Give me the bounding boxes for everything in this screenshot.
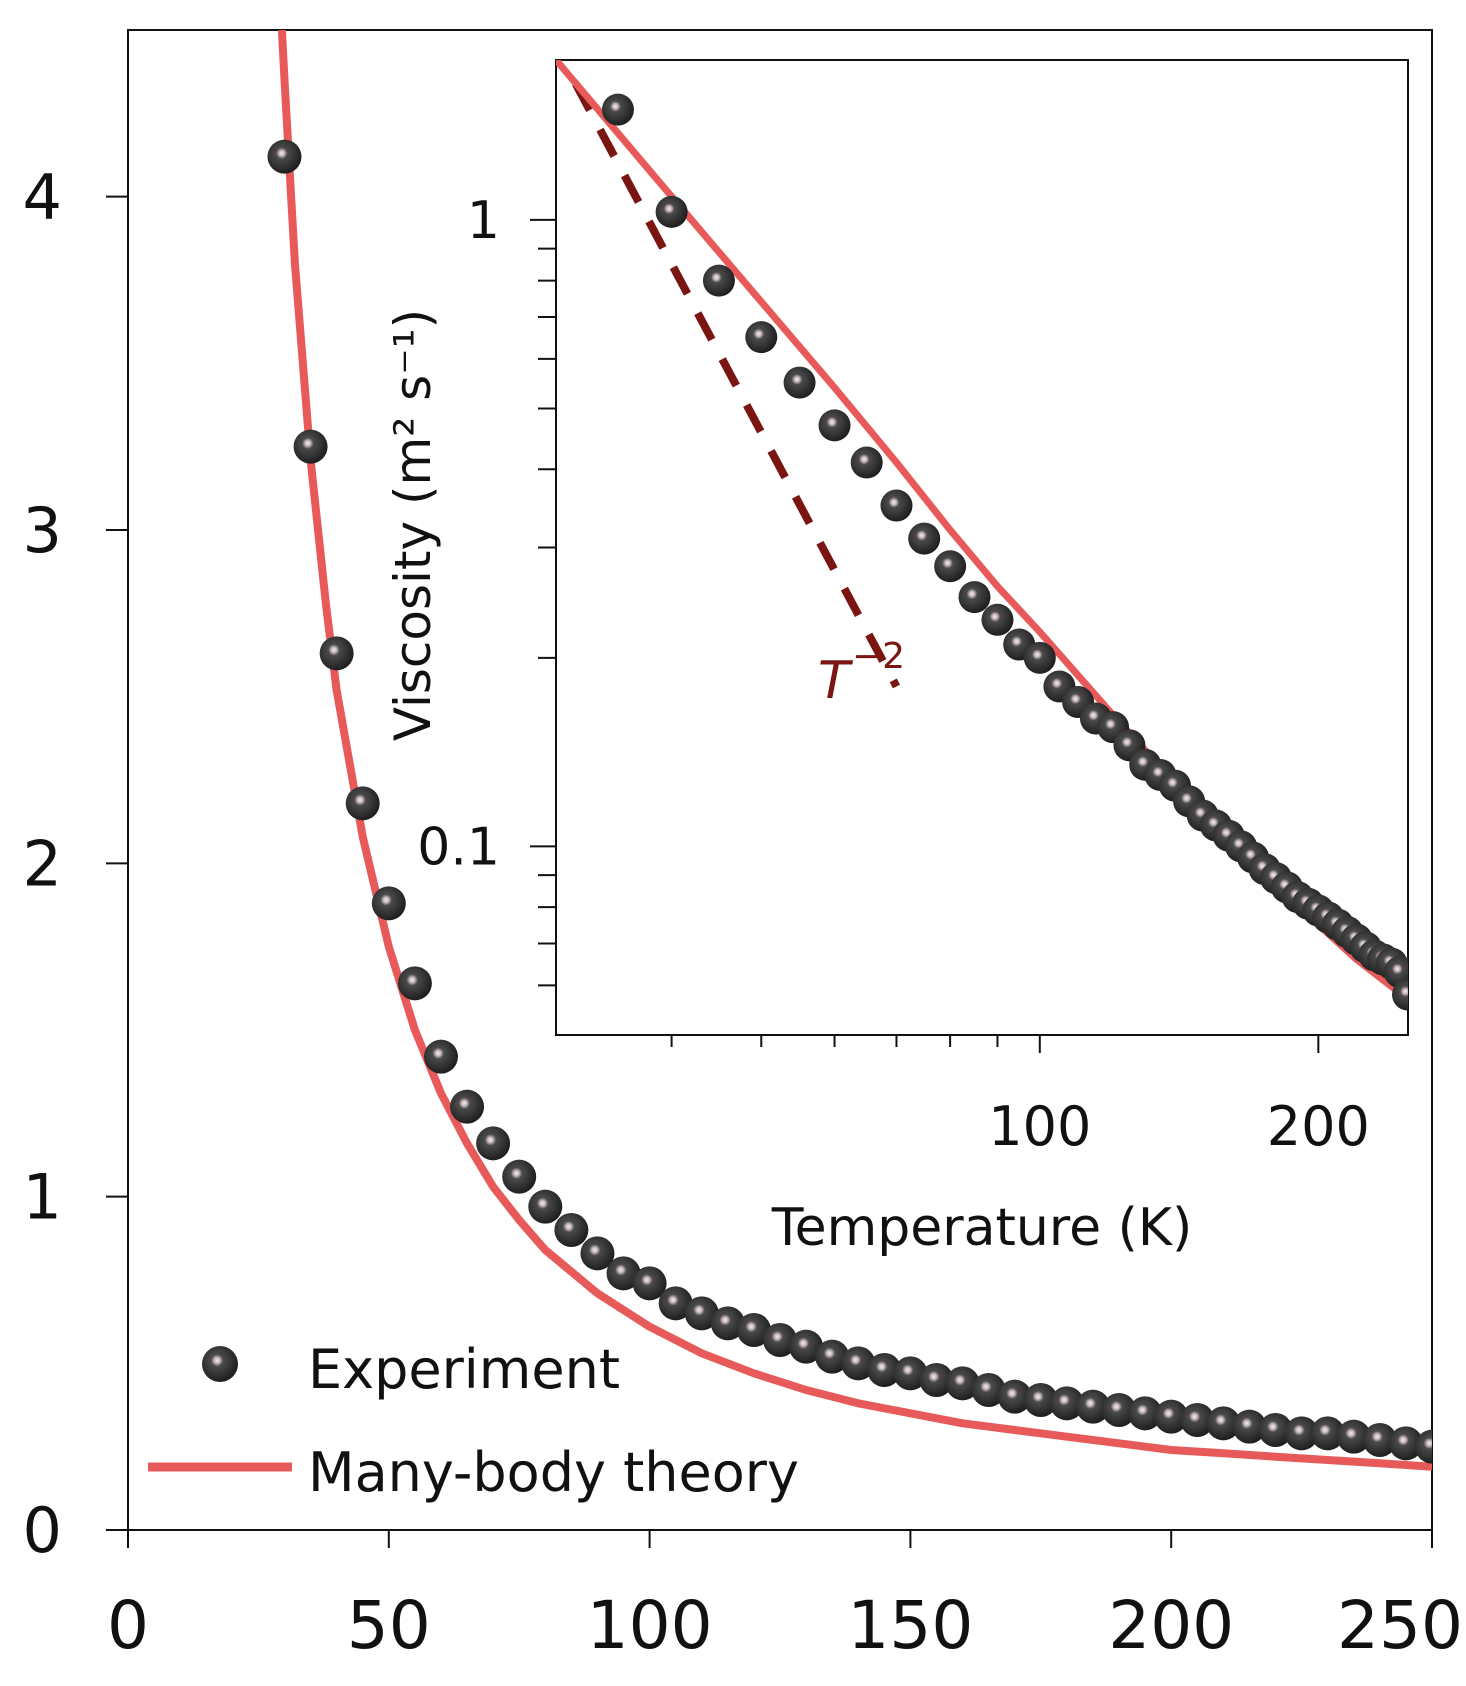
main-experiment-point bbox=[710, 1306, 745, 1341]
inset-experiment-point bbox=[958, 581, 991, 614]
legend-experiment-marker bbox=[202, 1346, 238, 1382]
main-experiment-point bbox=[1232, 1409, 1267, 1444]
main-experiment-point bbox=[1258, 1413, 1293, 1447]
main-experiment-point bbox=[893, 1356, 928, 1391]
main-experiment-point bbox=[1154, 1399, 1189, 1434]
inset-experiment-point bbox=[783, 366, 816, 399]
main-experiment-point bbox=[267, 139, 302, 174]
main-experiment-point bbox=[736, 1313, 771, 1347]
main-experiment-point bbox=[397, 966, 432, 1001]
main-x-tick-label: 100 bbox=[587, 1587, 713, 1664]
main-x-tick-label: 200 bbox=[1108, 1587, 1234, 1664]
main-y-tick-label: 2 bbox=[23, 827, 62, 900]
main-experiment-point bbox=[632, 1266, 667, 1301]
main-experiment-point bbox=[371, 886, 406, 921]
main-experiment-point bbox=[1415, 1429, 1432, 1464]
inset-experiment-point bbox=[850, 446, 883, 479]
main-theory-line bbox=[277, 30, 1432, 1471]
main-experiment-point bbox=[606, 1256, 641, 1291]
main-experiment-point bbox=[919, 1363, 954, 1397]
main-experiment-point bbox=[1336, 1419, 1371, 1454]
main-experiment-point bbox=[684, 1296, 719, 1331]
main-experiment-point bbox=[1388, 1426, 1423, 1461]
main-y-tick-label: 3 bbox=[23, 494, 62, 567]
main-y-tick-label: 4 bbox=[23, 161, 62, 234]
inset-experiment-point bbox=[981, 603, 1014, 636]
main-experiment-point bbox=[1075, 1389, 1110, 1424]
main-experiment-point bbox=[1128, 1396, 1163, 1431]
inset-power-law-line bbox=[572, 81, 901, 689]
inset-x-axis-title: Temperature (K) bbox=[771, 1198, 1193, 1258]
main-experiment-point bbox=[658, 1286, 693, 1321]
inset-experiment-point bbox=[818, 409, 851, 442]
main-experiment-point bbox=[841, 1346, 876, 1381]
main-experiment-point bbox=[502, 1159, 537, 1194]
legend: Experiment Many-body theory bbox=[148, 1338, 799, 1504]
main-experiment-point bbox=[319, 636, 354, 671]
main-experiment-point bbox=[815, 1339, 850, 1374]
main-y-tick-label: 1 bbox=[23, 1161, 62, 1234]
main-y-tick-label: 0 bbox=[23, 1494, 62, 1567]
legend-theory-label: Many-body theory bbox=[308, 1441, 799, 1504]
inset-experiment-point bbox=[1392, 978, 1408, 1011]
inset-experiment-point bbox=[934, 550, 967, 583]
main-experiment-point bbox=[867, 1353, 902, 1387]
main-experiment-point bbox=[450, 1089, 485, 1124]
main-experiment-point bbox=[789, 1329, 824, 1364]
inset-experiment-point bbox=[702, 264, 735, 297]
main-experiment-point bbox=[1049, 1386, 1084, 1421]
main-x-tick-label: 50 bbox=[347, 1587, 431, 1664]
inset-experiment-point bbox=[1023, 641, 1056, 674]
main-experiment-point bbox=[1206, 1406, 1241, 1441]
power-law-annotation: T −2 bbox=[818, 636, 905, 711]
main-experiment-point bbox=[293, 429, 328, 464]
power-law-label: T bbox=[818, 651, 854, 711]
main-experiment-point bbox=[528, 1189, 563, 1224]
main-experiment-point bbox=[997, 1379, 1032, 1414]
inset-experiment-point bbox=[655, 195, 688, 228]
inset-y-tick-label: 1 bbox=[467, 191, 500, 251]
main-experiment-point bbox=[1284, 1416, 1319, 1451]
main-experiment-point bbox=[763, 1323, 797, 1357]
inset-x-tick-label: 100 bbox=[988, 1095, 1091, 1158]
main-experiment-point bbox=[1023, 1383, 1058, 1417]
main-experiment-point bbox=[1102, 1393, 1137, 1427]
main-plot-series bbox=[267, 30, 1432, 1471]
inset-experiment-point bbox=[908, 522, 941, 555]
main-experiment-point bbox=[1310, 1416, 1345, 1451]
inset-axis-ticks: 100 200 0.1 1 bbox=[417, 191, 1370, 1158]
power-law-exponent: −2 bbox=[852, 636, 905, 677]
inset-experiment-point bbox=[880, 489, 913, 522]
main-experiment-point bbox=[423, 1039, 458, 1074]
main-x-tick-label: 150 bbox=[847, 1587, 973, 1664]
inset-y-axis-title: Viscosity (m² s⁻¹) bbox=[384, 309, 442, 741]
main-experiment-point bbox=[1362, 1423, 1397, 1457]
main-axis-ticks: 0 50 100 150 200 250 0 1 2 3 4 bbox=[23, 161, 1463, 1664]
inset-plot-series bbox=[556, 60, 1408, 1011]
main-x-tick-label: 0 bbox=[107, 1587, 149, 1664]
main-experiment-point bbox=[476, 1126, 511, 1161]
main-experiment-point bbox=[1180, 1403, 1215, 1437]
inset-experiment-point bbox=[745, 321, 778, 354]
legend-experiment-label: Experiment bbox=[308, 1338, 620, 1401]
inset-x-tick-label: 200 bbox=[1267, 1095, 1370, 1158]
main-experiment-point bbox=[971, 1373, 1006, 1407]
inset-experiment-point bbox=[601, 93, 634, 126]
main-experiment-point bbox=[554, 1213, 589, 1247]
inset-y-tick-label: 0.1 bbox=[417, 817, 500, 877]
main-x-tick-label: 250 bbox=[1337, 1587, 1463, 1664]
main-experiment-point bbox=[345, 786, 380, 821]
main-experiment-point bbox=[580, 1236, 615, 1271]
main-experiment-point bbox=[945, 1366, 980, 1401]
main-plot-frame bbox=[127, 29, 1433, 1531]
